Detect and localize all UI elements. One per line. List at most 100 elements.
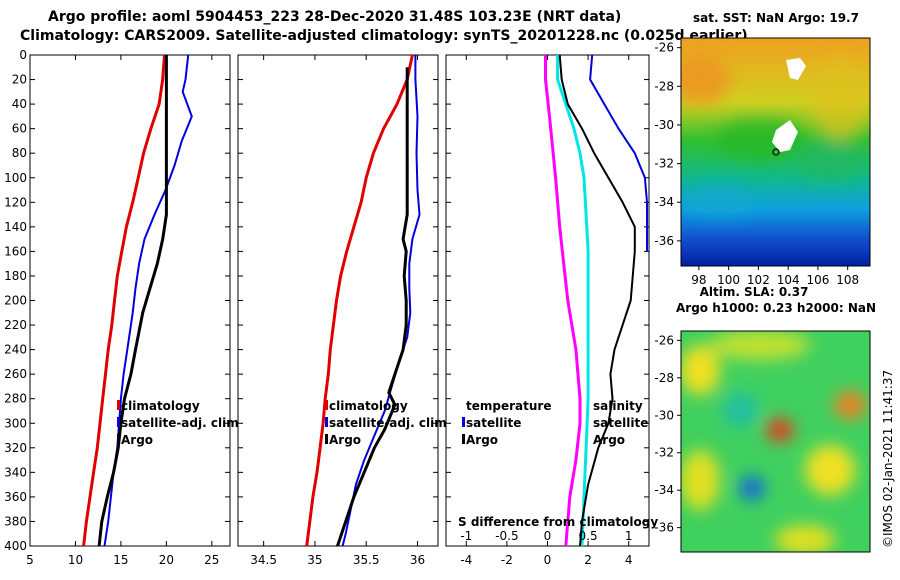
- legend-label: Argo: [466, 433, 498, 447]
- x-tick-label: 36: [410, 553, 425, 567]
- lat-tick-label: -34: [654, 483, 674, 497]
- sla-lat-axis: -26 -28 -30 -32 -34 -36: [654, 333, 681, 535]
- legend-swatch: [325, 400, 328, 410]
- credit-stamp: ©IMOS 02-Jan-2021 11:41:37: [881, 370, 895, 548]
- legend-label: Argo: [329, 433, 361, 447]
- x-tick-label: 34.5: [250, 553, 277, 567]
- series-line-salinity-satellite: [556, 55, 590, 547]
- y-tick-label: 340: [4, 465, 27, 479]
- lat-tick-label: -34: [654, 195, 674, 209]
- legend-label: satellite-adj. clim.: [329, 416, 451, 430]
- lon-tick-label: 104: [777, 273, 800, 287]
- sla-texture: [681, 331, 866, 552]
- series-line-argo: [558, 54, 636, 547]
- sst-lat-axis: -26 -28 -30 -32 -34 -36: [654, 41, 681, 248]
- y-tick-label: 60: [12, 122, 27, 136]
- y-tick-label: 80: [12, 146, 27, 160]
- legend-label: temperature: [466, 399, 551, 413]
- sub-tick-label: -0.5: [495, 529, 518, 543]
- title-line-1: Argo profile: aoml 5904453_223 28-Dec-20…: [48, 9, 621, 25]
- sla-map-frame: [680, 330, 871, 553]
- legend-label: Argo: [593, 433, 625, 447]
- series-line-temperature-satellite: [544, 55, 582, 547]
- sub-tick-label: 1: [625, 529, 633, 543]
- series-line-argo: [336, 67, 409, 547]
- y-tick-label: 220: [4, 318, 27, 332]
- sla-map-title-2: Argo h1000: 0.23 h2000: NaN: [676, 301, 876, 315]
- lat-tick-label: -26: [654, 41, 674, 55]
- x-tick-label: 35.5: [353, 553, 380, 567]
- sst-cloud-mask: [772, 120, 798, 152]
- legend-swatch: [117, 434, 120, 444]
- y-tick-label: 100: [4, 171, 27, 185]
- y-tick-label: 160: [4, 244, 27, 258]
- profile-panels: 0204060801001201401601802002202402602803…: [4, 48, 658, 567]
- y-tick-label: 240: [4, 343, 27, 357]
- sub-axis-title: S difference from climatology: [458, 515, 658, 529]
- lat-tick-label: -30: [654, 118, 674, 132]
- x-tick-label: -4: [460, 553, 472, 567]
- sst-cloud-mask: [786, 58, 806, 80]
- sub-tick-label: 0.5: [579, 529, 598, 543]
- x-tick-label: 5: [26, 553, 34, 567]
- legend-label: satellite-adj. clim.: [121, 416, 243, 430]
- x-tick-label: 35: [307, 553, 322, 567]
- panel-salinity: 34.5 35 35.5 36 climatology satellite-adj. cl…: [237, 54, 451, 567]
- y-tick-label: 40: [12, 97, 27, 111]
- lat-tick-label: -36: [654, 521, 674, 535]
- sub-tick-label: 0: [544, 529, 552, 543]
- sst-lon-axis: 98 100 102 104 106 108: [691, 266, 859, 287]
- y-tick-label: 400: [4, 539, 27, 553]
- lon-tick-label: 108: [836, 273, 859, 287]
- series-line-satellite-adj-clim-: [341, 55, 421, 547]
- series-line-satellite: [589, 54, 648, 252]
- legend-swatch: [325, 417, 328, 427]
- legend-label: climatology: [329, 399, 408, 413]
- legend-swatch: [462, 434, 465, 444]
- lat-tick-label: -30: [654, 408, 674, 422]
- lon-tick-label: 98: [691, 273, 706, 287]
- legend-label: satellite: [593, 416, 648, 430]
- y-tick-label: 20: [12, 73, 27, 87]
- sla-map-title-1: Altim. SLA: 0.37: [700, 285, 809, 299]
- lat-tick-label: -36: [654, 234, 674, 248]
- sst-map-frame: [680, 37, 871, 267]
- legend-label: climatology: [121, 399, 200, 413]
- y-tick-label: 200: [4, 294, 27, 308]
- lat-tick-label: -28: [654, 371, 674, 385]
- legend-swatch: [462, 417, 465, 427]
- x-tick-label: 0: [544, 553, 552, 567]
- series-line-argo: [97, 55, 168, 547]
- argo-location-marker: [772, 148, 780, 156]
- legend-label: salinity: [593, 399, 643, 413]
- y-tick-label: 360: [4, 490, 27, 504]
- legend-label: satellite: [466, 416, 521, 430]
- y-tick-label: 380: [4, 514, 27, 528]
- sst-map-title: sat. SST: NaN Argo: 19.7: [693, 11, 859, 25]
- sub-tick-label: -1: [460, 529, 472, 543]
- y-tick-label: 120: [4, 195, 27, 209]
- x-tick-label: 25: [204, 553, 219, 567]
- panel-difference: -4 -2 0 2 4 temperature satellite Argo salinity s…: [445, 54, 658, 567]
- sst-map: sat. SST: NaN Argo: 19.7 -26 -28 -30 -32 -34…: [654, 11, 871, 287]
- x-tick-label: 15: [113, 553, 128, 567]
- lat-tick-label: -28: [654, 79, 674, 93]
- sla-map: Altim. SLA: 0.37 Argo h1000: 0.23 h2000:…: [654, 285, 876, 553]
- panel-frame: [445, 54, 650, 547]
- legend-label: Argo: [121, 433, 153, 447]
- y-tick-label: 280: [4, 392, 27, 406]
- x-tick-label: 20: [159, 553, 174, 567]
- y-tick-label: 260: [4, 367, 27, 381]
- series-line-climatology: [82, 54, 166, 547]
- lon-tick-label: 100: [717, 273, 740, 287]
- series-line-climatology: [305, 54, 414, 547]
- lon-tick-label: 102: [747, 273, 770, 287]
- lat-tick-label: -32: [654, 446, 674, 460]
- y-tick-label: 140: [4, 220, 27, 234]
- y-tick-label: 0: [19, 48, 27, 62]
- panel-frame: [29, 54, 231, 547]
- x-tick-label: 10: [68, 553, 83, 567]
- legend-swatch: [117, 400, 120, 410]
- x-tick-label: 2: [584, 553, 592, 567]
- lon-tick-label: 106: [806, 273, 829, 287]
